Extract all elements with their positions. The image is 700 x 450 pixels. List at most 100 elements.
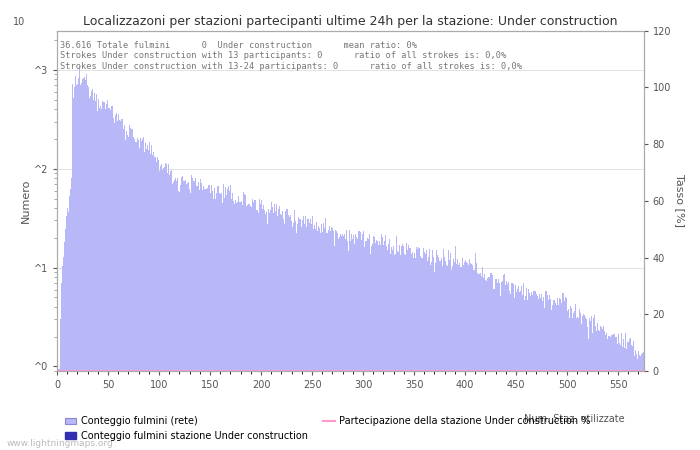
Bar (228, 186, 229, 450)
Bar (421, 257, 423, 450)
Bar (623, 339, 624, 450)
Bar (510, 294, 512, 450)
Bar (73, 98, 74, 450)
Bar (387, 250, 388, 450)
Bar (577, 317, 578, 450)
Bar (184, 181, 185, 450)
Bar (61, 283, 62, 450)
Bar (461, 257, 463, 450)
Bar (69, 196, 70, 450)
Bar (555, 303, 556, 450)
Bar (575, 304, 576, 450)
Bar (477, 273, 478, 450)
Bar (339, 237, 340, 450)
Bar (214, 188, 215, 450)
Bar (217, 186, 218, 450)
Bar (291, 221, 292, 450)
Bar (239, 202, 240, 450)
Bar (222, 203, 223, 450)
Bar (426, 250, 427, 450)
Bar (389, 239, 390, 450)
Bar (266, 212, 267, 450)
Bar (330, 231, 331, 450)
Bar (628, 342, 629, 450)
Bar (639, 355, 640, 450)
Bar (445, 261, 446, 450)
Bar (305, 216, 307, 450)
Bar (476, 263, 477, 450)
Bar (367, 238, 368, 450)
Bar (316, 231, 318, 450)
Bar (533, 291, 534, 450)
Bar (324, 228, 325, 450)
Bar (547, 296, 548, 450)
Bar (211, 191, 213, 450)
Bar (219, 193, 220, 450)
Bar (561, 303, 563, 450)
Bar (581, 324, 582, 450)
Bar (641, 355, 642, 450)
Bar (450, 252, 452, 450)
Bar (267, 209, 269, 450)
Bar (596, 331, 597, 450)
Bar (598, 330, 599, 450)
Bar (303, 216, 304, 450)
Bar (160, 164, 162, 450)
Bar (528, 293, 530, 450)
Bar (238, 196, 239, 450)
Bar (180, 185, 181, 450)
Bar (446, 265, 447, 450)
Bar (342, 234, 343, 450)
Bar (115, 115, 116, 450)
Bar (501, 282, 503, 450)
Bar (66, 208, 68, 450)
Bar (287, 209, 288, 450)
Bar (283, 219, 284, 450)
Bar (517, 286, 519, 450)
Bar (593, 319, 594, 450)
Bar (349, 230, 350, 450)
Bar (340, 234, 341, 450)
Bar (332, 228, 333, 450)
Bar (427, 261, 428, 450)
Bar (612, 335, 613, 450)
Bar (327, 234, 328, 450)
Bar (185, 180, 186, 450)
Bar (382, 237, 383, 450)
Bar (75, 76, 76, 450)
Bar (322, 232, 323, 450)
Bar (189, 189, 190, 450)
Bar (146, 149, 148, 450)
Bar (440, 261, 441, 450)
Bar (258, 199, 260, 450)
Bar (130, 128, 131, 450)
Bar (187, 183, 188, 450)
Bar (442, 266, 443, 450)
Partecipazione della stazione Under construction % (639, 368, 648, 373)
Bar (220, 193, 222, 450)
Bar (302, 220, 303, 450)
Bar (494, 289, 495, 450)
Bar (95, 101, 97, 450)
Bar (57, 369, 59, 450)
Bar (166, 164, 167, 450)
Bar (93, 100, 95, 450)
Bar (84, 77, 85, 450)
Bar (318, 229, 320, 450)
Bar (516, 292, 517, 450)
Bar (282, 211, 283, 450)
Bar (466, 262, 467, 450)
Bar (365, 242, 367, 450)
Bar (465, 260, 466, 450)
Bar (245, 194, 246, 450)
Bar (454, 261, 456, 450)
Bar (78, 78, 79, 450)
Bar (176, 181, 177, 450)
Bar (608, 336, 610, 450)
Bar (583, 314, 584, 450)
Bar (170, 171, 171, 450)
Partecipazione della stazione Under construction % (53, 368, 62, 373)
Bar (243, 192, 244, 450)
Bar (613, 334, 615, 450)
Bar (610, 337, 612, 450)
